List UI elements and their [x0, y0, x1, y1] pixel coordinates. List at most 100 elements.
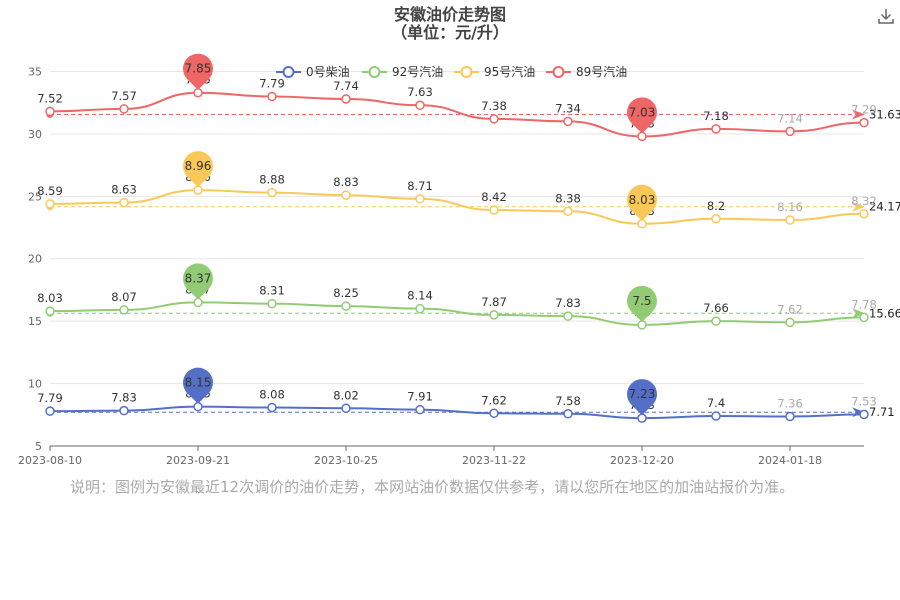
- data-label: 8.25: [333, 286, 359, 300]
- data-label: 7.38: [481, 99, 507, 113]
- data-label: 7.83: [111, 391, 137, 405]
- data-point[interactable]: [193, 297, 203, 308]
- download-icon[interactable]: [876, 6, 896, 26]
- data-label: 7.53: [851, 394, 877, 408]
- data-point[interactable]: [415, 194, 425, 204]
- data-point[interactable]: [563, 116, 573, 127]
- legend-label: 95号汽油: [484, 64, 535, 79]
- x-tick-label: 2023-11-22: [462, 454, 526, 467]
- data-point[interactable]: [119, 197, 129, 208]
- max-pin-label: 8.96: [185, 159, 212, 173]
- data-label: 7.66: [703, 301, 729, 315]
- min-pin: [627, 184, 657, 215]
- data-point[interactable]: [415, 303, 425, 314]
- data-point[interactable]: [711, 124, 721, 134]
- data-point[interactable]: [859, 409, 869, 420]
- data-point[interactable]: [489, 114, 499, 124]
- data-point[interactable]: [415, 404, 425, 415]
- data-point[interactable]: [341, 94, 351, 104]
- data-label: 8.32: [851, 194, 877, 208]
- min-pin: [627, 379, 657, 410]
- data-label: 7.18: [703, 109, 729, 123]
- legend-item[interactable]: 89号汽油: [546, 64, 627, 79]
- x-tick-label: 2023-12-20: [610, 454, 674, 467]
- grid-lines: [50, 70, 864, 447]
- series-4: 31.63 7.52 7.57 7.85 7.79 7.74 7.63 7.38 7.34 7.0…: [37, 53, 900, 142]
- data-label: 8.16: [777, 200, 803, 214]
- data-point[interactable]: [341, 190, 351, 200]
- data-point[interactable]: [267, 298, 277, 309]
- x-axis: 2023-08-10 2023-09-21 2023-10-25 2023-11-22…: [18, 445, 864, 467]
- chart-note: 说明：图例为安徽最近12次调价的油价走势，本网站油价数据仅供参考，请以您所在地区…: [70, 478, 795, 496]
- data-point[interactable]: [637, 413, 647, 423]
- data-point[interactable]: [563, 409, 573, 419]
- data-point[interactable]: [711, 316, 721, 326]
- data-label: 7.78: [851, 297, 877, 311]
- data-label: 7.58: [555, 394, 581, 408]
- series-1: 7.71 7.79 7.83 8.15 8.08 8.02 7.91 7.62 7.58 7.23…: [37, 367, 895, 423]
- average-line-label: 31.63: [869, 107, 900, 121]
- average-line-label: 7.71: [869, 405, 895, 419]
- series-layer: 7.71 7.79 7.83 8.15 8.08 8.02 7.91 7.62 7.58 7.23…: [37, 53, 900, 423]
- data-point[interactable]: [193, 87, 203, 98]
- data-label: 7.36: [777, 397, 803, 411]
- data-point[interactable]: [489, 205, 499, 215]
- data-point[interactable]: [45, 406, 55, 416]
- data-point[interactable]: [489, 408, 499, 419]
- max-pin: [183, 367, 213, 398]
- data-label: 7.79: [37, 391, 63, 405]
- series-3: 24.17 8.59 8.63 8.96 8.88 8.83 8.71 8.42 8.38 8.0…: [37, 151, 900, 229]
- data-point[interactable]: [859, 209, 869, 219]
- average-line-arrow: [852, 109, 865, 120]
- data-point[interactable]: [785, 215, 795, 225]
- y-axis: 5 10 15 20 25 30 35: [28, 65, 42, 453]
- data-label: 8.71: [407, 179, 433, 193]
- data-point[interactable]: [193, 401, 203, 412]
- data-point[interactable]: [859, 117, 869, 128]
- data-label: 7.91: [407, 390, 433, 404]
- data-label: 7.14: [777, 111, 803, 125]
- data-point[interactable]: [193, 185, 203, 195]
- data-point[interactable]: [637, 131, 647, 142]
- data-point[interactable]: [119, 104, 129, 114]
- legend-item[interactable]: 0号柴油: [276, 65, 350, 79]
- data-point[interactable]: [45, 106, 55, 117]
- data-point[interactable]: [119, 405, 129, 416]
- data-label: 8.2: [707, 199, 725, 213]
- legend[interactable]: 0号柴油 92号汽油 95号汽油 89号汽油: [276, 64, 627, 79]
- data-label: 7.52: [37, 91, 63, 105]
- data-point[interactable]: [563, 311, 573, 321]
- data-point[interactable]: [711, 411, 721, 421]
- data-point[interactable]: [267, 402, 277, 413]
- legend-label: 89号汽油: [576, 64, 627, 79]
- average-line-label: 24.17: [869, 200, 900, 214]
- data-label: 8.59: [37, 184, 63, 198]
- data-point[interactable]: [341, 301, 351, 311]
- data-point[interactable]: [267, 187, 277, 198]
- data-point[interactable]: [785, 411, 795, 422]
- data-point[interactable]: [785, 126, 795, 137]
- data-point[interactable]: [637, 320, 647, 330]
- data-point[interactable]: [563, 206, 573, 217]
- data-point[interactable]: [859, 312, 869, 323]
- data-point[interactable]: [45, 199, 55, 209]
- data-label: 7.79: [259, 76, 285, 90]
- legend-label: 92号汽油: [392, 64, 443, 79]
- data-label: 7.87: [481, 295, 507, 309]
- data-label: 8.02: [333, 388, 359, 402]
- x-tick-label: 2023-10-25: [314, 454, 378, 467]
- legend-item[interactable]: 92号汽油: [362, 64, 443, 79]
- data-point[interactable]: [415, 100, 425, 110]
- data-label: 8.31: [259, 284, 285, 298]
- data-point[interactable]: [785, 317, 795, 328]
- data-point[interactable]: [489, 310, 499, 320]
- data-point[interactable]: [341, 403, 351, 414]
- data-point[interactable]: [45, 306, 55, 316]
- data-point[interactable]: [711, 214, 721, 224]
- data-point[interactable]: [267, 91, 277, 102]
- legend-marker: [552, 66, 565, 78]
- data-point[interactable]: [637, 219, 647, 229]
- legend-item[interactable]: 95号汽油: [454, 64, 535, 79]
- data-point[interactable]: [119, 305, 129, 315]
